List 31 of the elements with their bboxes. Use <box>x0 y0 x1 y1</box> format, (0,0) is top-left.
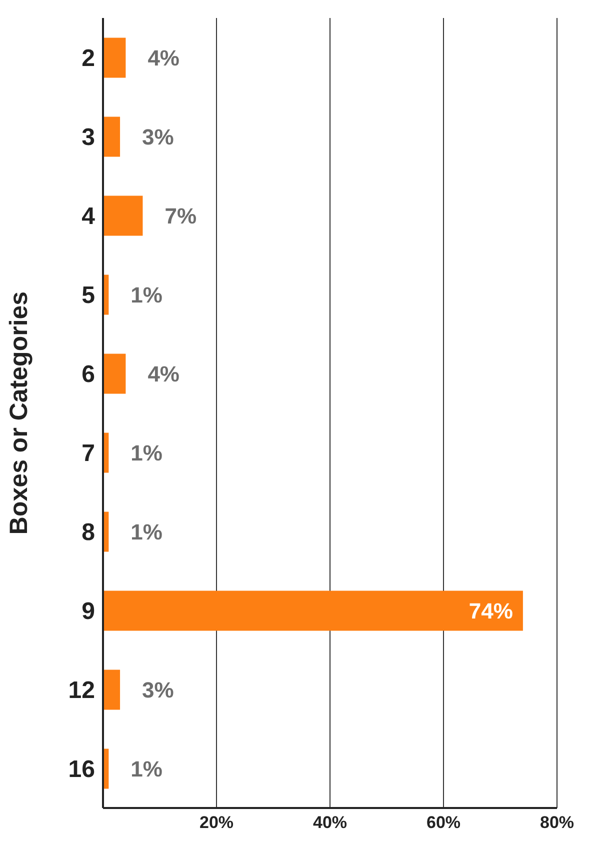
bar <box>103 670 120 710</box>
data-label: 74% <box>468 598 513 624</box>
data-label: 1% <box>130 282 162 308</box>
x-tick-label: 80% <box>540 813 574 832</box>
data-label: 4% <box>148 361 180 386</box>
bar <box>103 38 126 78</box>
y-axis-title: Boxes or Categories <box>4 291 33 535</box>
x-tick-label: 60% <box>426 813 461 832</box>
bar <box>103 590 523 631</box>
data-label: 7% <box>164 203 197 228</box>
x-tick-label: 20% <box>199 813 234 832</box>
y-tick-label: 5 <box>82 282 95 310</box>
data-label: 1% <box>130 756 162 782</box>
data-label: 3% <box>142 124 174 150</box>
x-tick-label: 40% <box>312 813 348 832</box>
data-label: 4% <box>148 45 180 70</box>
y-tick-label: 12 <box>68 677 95 704</box>
bar <box>103 116 120 157</box>
bar <box>103 196 143 236</box>
y-tick-label: 3 <box>82 124 95 152</box>
data-label: 1% <box>130 519 162 544</box>
y-tick-label: 8 <box>82 519 95 546</box>
data-label: 1% <box>130 440 162 466</box>
y-tick-label: 2 <box>82 45 95 72</box>
y-tick-label: 16 <box>68 756 95 784</box>
data-label: 3% <box>142 677 174 702</box>
y-tick-label: 6 <box>82 361 95 388</box>
y-tick-label: 7 <box>82 440 95 468</box>
y-tick-label: 4 <box>82 203 96 230</box>
y-tick-label: 9 <box>82 598 95 626</box>
bar <box>103 354 126 394</box>
